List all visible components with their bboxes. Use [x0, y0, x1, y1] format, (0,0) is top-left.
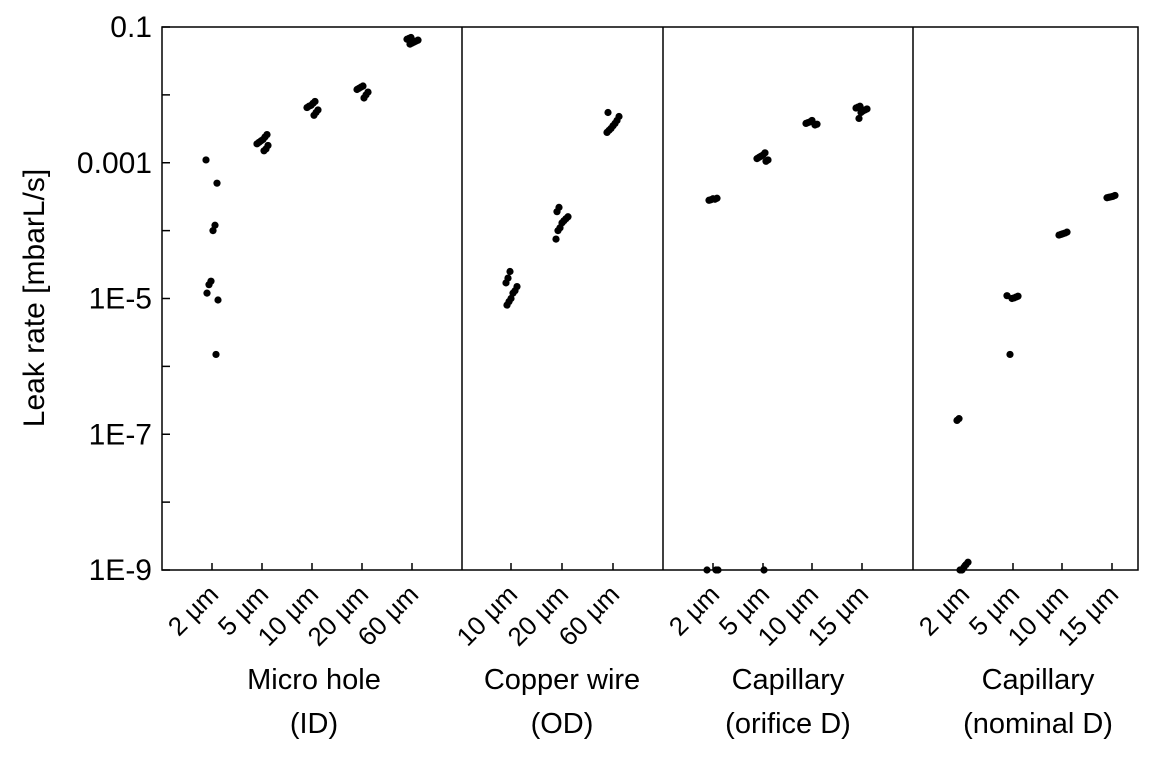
- data-point: [956, 566, 964, 574]
- data-point: [857, 108, 865, 117]
- data-point: [203, 289, 211, 297]
- data-point: [1008, 294, 1016, 303]
- group-label-line1: Copper wire: [484, 664, 640, 696]
- data-point: [762, 157, 770, 165]
- y-tick-label: 0.1: [110, 11, 152, 44]
- group-label-line2: (OD): [531, 708, 594, 740]
- y-tick-label: 0.001: [77, 147, 152, 180]
- data-point: [553, 208, 561, 216]
- data-point: [603, 128, 611, 136]
- data-point: [554, 227, 562, 235]
- data-point: [1006, 350, 1014, 359]
- data-point: [310, 111, 318, 119]
- x-tick-label: 2 µm: [663, 579, 725, 641]
- data-point: [1055, 231, 1063, 239]
- data-point: [855, 114, 863, 123]
- y-axis-label: Leak rate [mbarL/s]: [18, 169, 51, 427]
- data-point: [212, 350, 220, 359]
- data-point: [260, 147, 268, 155]
- data-point: [753, 155, 761, 163]
- data-point: [360, 94, 368, 102]
- data-point: [202, 156, 210, 164]
- y-tick-label: 1E-9: [89, 554, 152, 587]
- data-point: [353, 85, 361, 94]
- data-point: [406, 40, 414, 48]
- data-point: [1103, 194, 1111, 202]
- data-point: [552, 235, 560, 243]
- data-point: [214, 296, 222, 304]
- data-point: [213, 179, 221, 187]
- data-point: [712, 566, 720, 574]
- group-label-line1: Capillary: [732, 664, 845, 696]
- data-point: [852, 104, 860, 112]
- y-tick-label: 1E-5: [89, 283, 152, 316]
- data-point: [253, 140, 261, 148]
- group-label-line2: (orifice D): [725, 708, 851, 740]
- data-point: [205, 281, 213, 289]
- data-point: [705, 196, 713, 204]
- x-tick-label: 2 µm: [913, 579, 975, 641]
- data-point: [502, 279, 510, 287]
- data-point: [503, 301, 511, 309]
- data-point: [953, 416, 961, 424]
- group-label-line2: (ID): [290, 708, 338, 740]
- group-label-line1: Capillary: [982, 664, 1095, 696]
- group-label-line2: (nominal D): [963, 708, 1113, 740]
- data-point: [703, 566, 711, 574]
- data-point: [802, 119, 810, 127]
- group-label-line1: Micro hole: [247, 664, 381, 696]
- data-point: [760, 566, 768, 574]
- data-point: [506, 267, 514, 276]
- data-point: [209, 227, 217, 235]
- data-point: [604, 108, 612, 117]
- data-point: [811, 121, 819, 129]
- y-tick-label: 1E-7: [89, 418, 152, 451]
- x-tick-label: 2 µm: [162, 579, 224, 641]
- data-point: [303, 103, 311, 112]
